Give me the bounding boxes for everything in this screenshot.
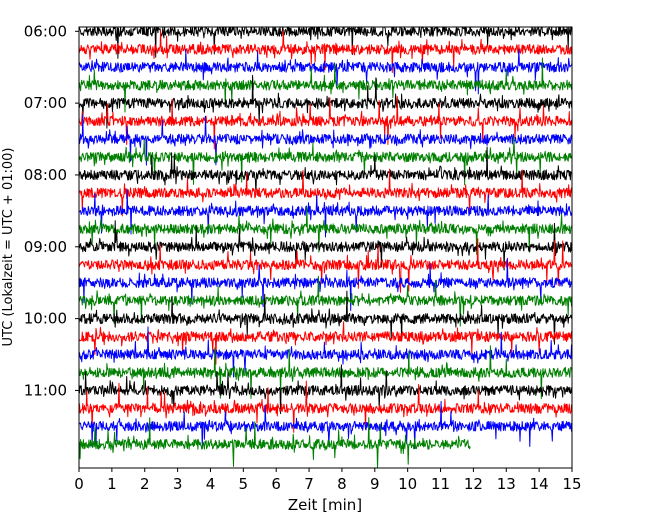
y-tick-label: 09:00	[24, 238, 67, 256]
trace-line	[79, 290, 572, 345]
trace-line	[79, 188, 572, 238]
trace-line	[79, 136, 572, 186]
trace-line	[79, 275, 572, 327]
x-tick-label: 6	[271, 475, 281, 493]
y-tick-label: 10:00	[24, 310, 67, 328]
x-tick-label: 14	[530, 475, 549, 493]
x-tick-label: 2	[140, 475, 150, 493]
trace-line	[79, 49, 572, 95]
trace-line	[79, 30, 572, 73]
trace-line	[79, 114, 572, 166]
x-tick-label: 5	[239, 475, 249, 493]
y-tick-label: 07:00	[24, 94, 67, 112]
y-tick-label: 11:00	[24, 381, 67, 399]
trace-line	[79, 168, 572, 217]
trace-line	[79, 380, 572, 433]
x-tick-label: 4	[206, 475, 216, 493]
x-axis: 0 1 2 3 4 5 6 7 8 9 10 11 12 13 14 15	[74, 468, 582, 493]
trace-line	[79, 417, 471, 468]
trace-line	[79, 345, 572, 400]
x-tick-label: 7	[304, 475, 314, 493]
trace-line	[79, 57, 572, 113]
x-tick-label: 12	[464, 475, 483, 493]
y-tick-label: 06:00	[24, 22, 67, 40]
x-tick-label: 0	[74, 475, 84, 493]
trace-line	[79, 238, 572, 293]
x-tick-label: 8	[337, 475, 347, 493]
trace-line	[79, 96, 572, 150]
trace-line	[79, 206, 572, 256]
trace-line	[79, 400, 572, 449]
trace-line	[79, 257, 572, 311]
x-tick-label: 13	[497, 475, 516, 493]
y-axis: 06:00 07:00 08:00 09:00 10:00 11:00	[24, 22, 79, 399]
x-tick-label: 1	[107, 475, 117, 493]
trace-group	[79, 27, 572, 468]
x-tick-label: 10	[398, 475, 417, 493]
x-axis-label: Zeit [min]	[288, 496, 362, 514]
plot-frame	[78, 26, 573, 469]
trace-line	[79, 321, 572, 365]
y-axis-label: UTC (Lokalzeit = UTC + 01:00)	[1, 148, 16, 347]
x-tick-label: 15	[562, 475, 581, 493]
trace-line	[79, 146, 572, 196]
x-tick-label: 9	[370, 475, 380, 493]
x-tick-label: 3	[173, 475, 183, 493]
trace-line	[79, 220, 572, 271]
x-tick-label: 11	[431, 475, 450, 493]
y-tick-label: 08:00	[24, 166, 67, 184]
trace-line	[79, 74, 572, 129]
